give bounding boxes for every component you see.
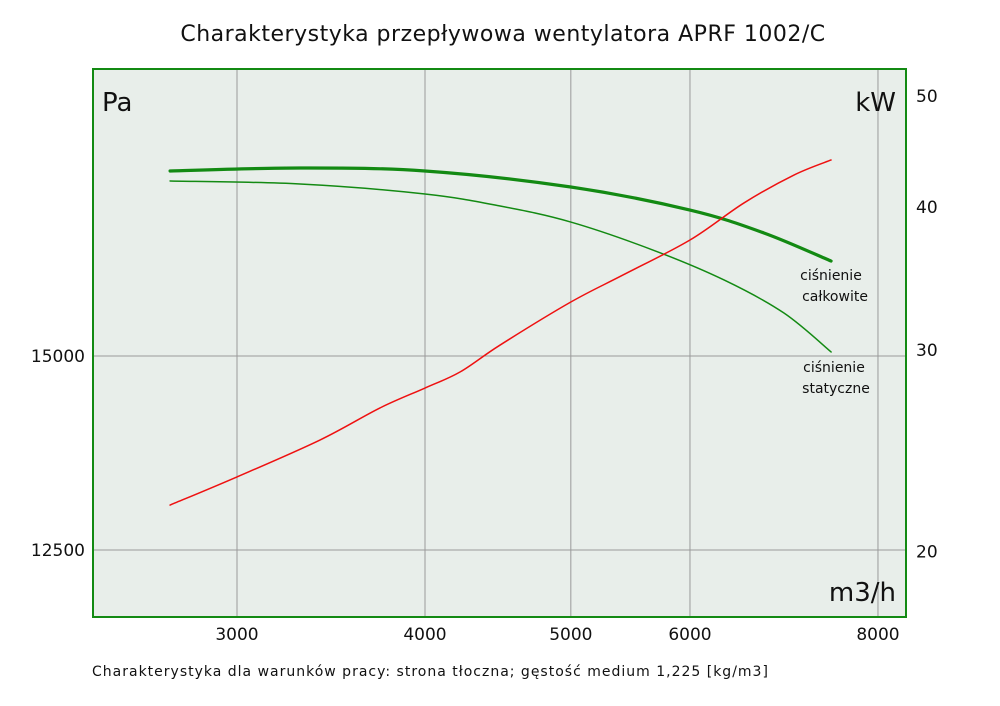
x-tick-label: 3000	[215, 625, 258, 645]
label-total-pressure: ciśnienie całkowite	[800, 268, 868, 305]
y-left-tick-label: 12500	[31, 541, 85, 561]
x-tick-label: 6000	[668, 625, 711, 645]
x-tick-label: 5000	[549, 625, 592, 645]
series-static-pressure	[169, 180, 832, 353]
y-right-tick-label: 30	[916, 341, 938, 361]
label-static-pressure: ciśnienie statyczne	[802, 360, 870, 397]
y-right-tick-label: 20	[916, 543, 938, 563]
y-right-tick-label: 50	[916, 87, 938, 107]
plot-area	[93, 69, 906, 617]
y-left-tick-label: 15000	[31, 347, 85, 367]
x-tick-label: 8000	[856, 625, 899, 645]
y-right-tick-label: 40	[916, 198, 938, 218]
y-left-label: Pa	[102, 88, 132, 118]
x-label: m3/h	[829, 578, 896, 608]
label-total-pressure-line2: całkowite	[802, 289, 868, 305]
x-tick-label: 4000	[403, 625, 446, 645]
series-lines	[168, 159, 833, 506]
grid	[93, 69, 906, 617]
chart-title: Charakterystyka przepływowa wentylatora …	[180, 22, 825, 47]
series-total-pressure	[168, 166, 833, 263]
label-static-pressure-line2: statyczne	[802, 381, 870, 397]
label-total-pressure-line1: ciśnienie	[800, 268, 862, 284]
label-static-pressure-line1: ciśnienie	[803, 360, 865, 376]
footnote: Charakterystyka dla warunków pracy: stro…	[92, 664, 769, 680]
series-power	[169, 159, 832, 506]
plot-frame	[92, 68, 907, 618]
y-right-label: kW	[855, 88, 896, 118]
